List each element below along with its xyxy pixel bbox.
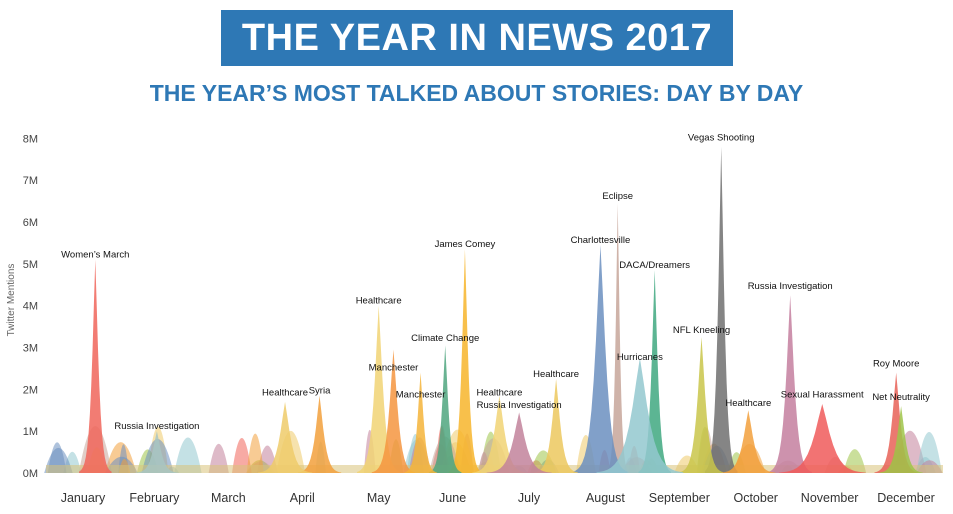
series-label: Net Neutrality xyxy=(872,392,930,403)
series-label: Charlottesville xyxy=(571,235,631,246)
series-area xyxy=(297,395,342,473)
x-tick-label: April xyxy=(290,491,315,505)
y-tick-label: 1M xyxy=(23,426,38,438)
series-label: Russia Investigation xyxy=(748,281,833,292)
series-label: Eclipse xyxy=(602,191,633,202)
series-label: NFL Kneeling xyxy=(673,325,730,336)
series-label: Healthcare xyxy=(725,398,771,409)
axis-layer: 0M 1M 2M 3M 4M 5M 6M 7M 8M January February March Ap… xyxy=(23,133,935,505)
background-peak xyxy=(232,438,252,473)
series-area xyxy=(472,395,527,473)
x-tick-label: February xyxy=(129,491,180,505)
x-tick-label: June xyxy=(439,491,466,505)
series-area xyxy=(721,410,776,473)
series-label: Vegas Shooting xyxy=(688,132,755,143)
x-tick-label: October xyxy=(733,491,777,505)
series-area xyxy=(79,259,112,473)
y-axis-label: Twitter Mentions xyxy=(6,264,17,337)
y-tick-label: 5M xyxy=(23,259,38,271)
series-label: Sexual Harassment xyxy=(781,390,864,401)
series-area xyxy=(679,337,724,473)
series-area xyxy=(879,406,923,473)
series-label: Hurricanes xyxy=(617,352,663,363)
y-tick-label: 2M xyxy=(23,384,38,396)
series-label: Healthcare xyxy=(476,388,522,399)
chart-subtitle: THE YEAR’S MOST TALKED ABOUT STORIES: DA… xyxy=(149,80,804,106)
series-label: Russia Investigation xyxy=(114,421,199,432)
series-area xyxy=(638,270,671,473)
series-label: Manchester xyxy=(396,390,446,401)
series-area xyxy=(486,412,552,473)
series-area xyxy=(135,431,179,473)
series-label: Russia Investigation xyxy=(477,400,562,411)
series-label: Women’s March xyxy=(61,250,129,261)
x-tick-label: September xyxy=(649,491,710,505)
y-tick-label: 7M xyxy=(23,175,38,187)
series-label: Healthcare xyxy=(356,296,402,307)
series-area xyxy=(404,372,437,473)
y-tick-label: 6M xyxy=(23,217,38,229)
series-label: Roy Moore xyxy=(873,358,919,369)
x-tick-label: January xyxy=(61,491,106,505)
series-area xyxy=(596,357,684,473)
title-banner: THE YEAR IN NEWS 2017 xyxy=(221,10,733,66)
x-tick-label: March xyxy=(211,491,246,505)
series-area xyxy=(428,345,462,473)
y-tick-label: 3M xyxy=(23,343,38,355)
y-tick-label: 0M xyxy=(23,468,38,480)
series-area xyxy=(257,401,313,473)
series-label: Healthcare xyxy=(262,388,308,399)
series-area xyxy=(534,378,578,473)
background-peak xyxy=(246,433,264,473)
series-area xyxy=(704,146,738,474)
series-area xyxy=(371,349,416,473)
y-tick-label: 8M xyxy=(23,133,38,145)
x-tick-label: May xyxy=(367,491,391,505)
x-tick-label: July xyxy=(518,491,541,505)
series-label: Climate Change xyxy=(411,333,479,344)
page-title: THE YEAR IN NEWS 2017 xyxy=(241,16,713,59)
series-area xyxy=(606,203,629,473)
x-tick-label: November xyxy=(801,491,859,505)
series-area xyxy=(768,295,812,473)
series-area xyxy=(778,403,866,473)
x-tick-label: August xyxy=(586,491,625,505)
y-tick-label: 4M xyxy=(23,301,38,313)
series-label: James Comey xyxy=(435,239,496,250)
series-area xyxy=(356,305,401,473)
series-area xyxy=(573,245,628,473)
series-label: Healthcare xyxy=(533,369,579,380)
series-area xyxy=(448,249,482,473)
series-label: Syria xyxy=(309,386,331,397)
series-layer xyxy=(79,146,923,474)
background-peak xyxy=(916,432,942,473)
series-label: Manchester xyxy=(369,363,419,374)
x-tick-label: December xyxy=(877,491,935,505)
series-label: DACA/Dreamers xyxy=(619,260,690,271)
background-peak xyxy=(174,437,202,473)
series-area xyxy=(874,372,918,473)
